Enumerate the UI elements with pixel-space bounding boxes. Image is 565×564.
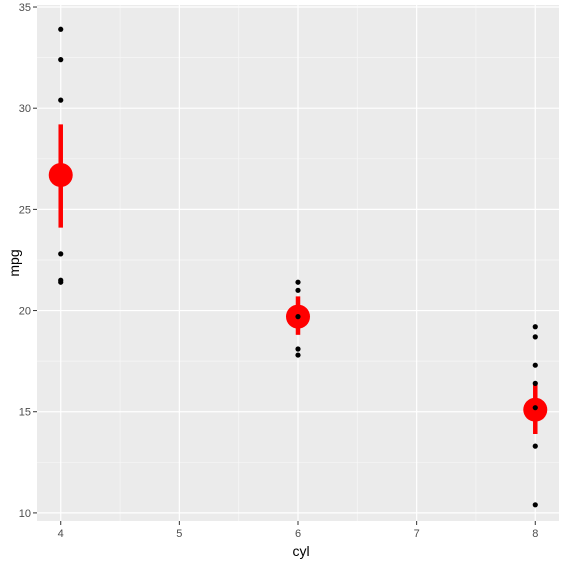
data-point — [532, 334, 538, 340]
data-point — [532, 502, 538, 508]
x-tick-label: 7 — [414, 528, 420, 540]
axis-ticks — [33, 6, 536, 525]
data-point — [58, 251, 64, 257]
axis-tick-labels: 4 5 6 7 8 10 15 20 25 30 35 — [19, 2, 539, 540]
data-point — [58, 57, 64, 63]
data-point — [295, 314, 301, 320]
summary-mean-point — [48, 162, 73, 187]
data-point — [532, 380, 538, 386]
x-tick-label: 5 — [176, 528, 182, 540]
data-point — [295, 279, 301, 285]
y-tick-label: 10 — [19, 508, 31, 520]
y-tick-label: 25 — [19, 204, 31, 216]
data-point — [295, 287, 301, 293]
data-point — [532, 362, 538, 368]
data-point — [58, 26, 64, 32]
points-layer — [58, 26, 538, 508]
x-tick-label: 4 — [58, 528, 64, 540]
x-axis-title: cyl — [292, 543, 309, 559]
data-point — [532, 324, 538, 330]
x-tick-label: 6 — [295, 528, 301, 540]
data-point — [532, 443, 538, 449]
data-point — [58, 97, 64, 103]
y-axis-title: mpg — [6, 249, 22, 276]
y-tick-label: 20 — [19, 306, 31, 318]
data-point — [295, 346, 301, 352]
y-tick-label: 35 — [19, 2, 31, 14]
data-point — [58, 279, 64, 285]
y-tick-label: 30 — [19, 103, 31, 115]
data-point — [295, 352, 301, 358]
major-gridlines — [37, 5, 559, 521]
x-tick-label: 8 — [532, 528, 538, 540]
data-point — [532, 405, 538, 411]
y-tick-label: 15 — [19, 407, 31, 419]
